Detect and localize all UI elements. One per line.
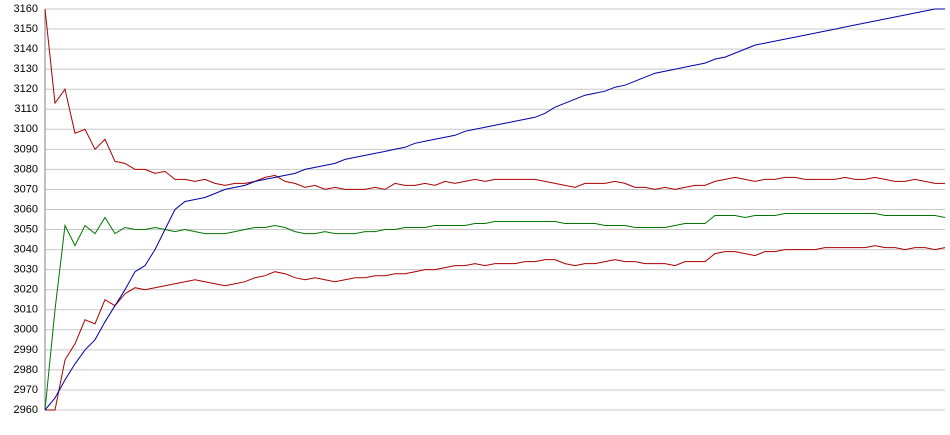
y-tick-label: 3030	[14, 264, 38, 276]
series-line	[44, 8, 945, 190]
y-tick-label: 2960	[14, 404, 38, 416]
series-line	[45, 245, 946, 411]
y-tick-label: 3090	[14, 143, 38, 155]
y-tick-label: 3080	[14, 163, 38, 175]
y-tick-label: 3130	[14, 63, 38, 75]
y-tick-label: 2970	[14, 384, 38, 396]
y-tick-label: 3040	[14, 244, 38, 256]
y-tick-label: 3070	[14, 183, 38, 195]
y-tick-label: 2980	[14, 364, 38, 376]
y-tick-label: 3150	[14, 23, 38, 35]
series-line	[44, 8, 945, 411]
y-tick-label: 2990	[14, 344, 38, 356]
y-tick-label: 3140	[14, 43, 38, 55]
y-tick-label: 3010	[14, 304, 38, 316]
y-tick-label: 3100	[14, 123, 38, 135]
y-tick-label: 3020	[14, 284, 38, 296]
y-tick-label: 3160	[14, 3, 38, 15]
y-tick-label: 3110	[14, 103, 38, 115]
y-tick-label: 3060	[14, 203, 38, 215]
series-line	[44, 213, 946, 411]
y-tick-label: 3120	[14, 83, 38, 95]
y-tick-label: 3000	[14, 324, 38, 336]
y-tick-label: 3050	[14, 223, 38, 235]
